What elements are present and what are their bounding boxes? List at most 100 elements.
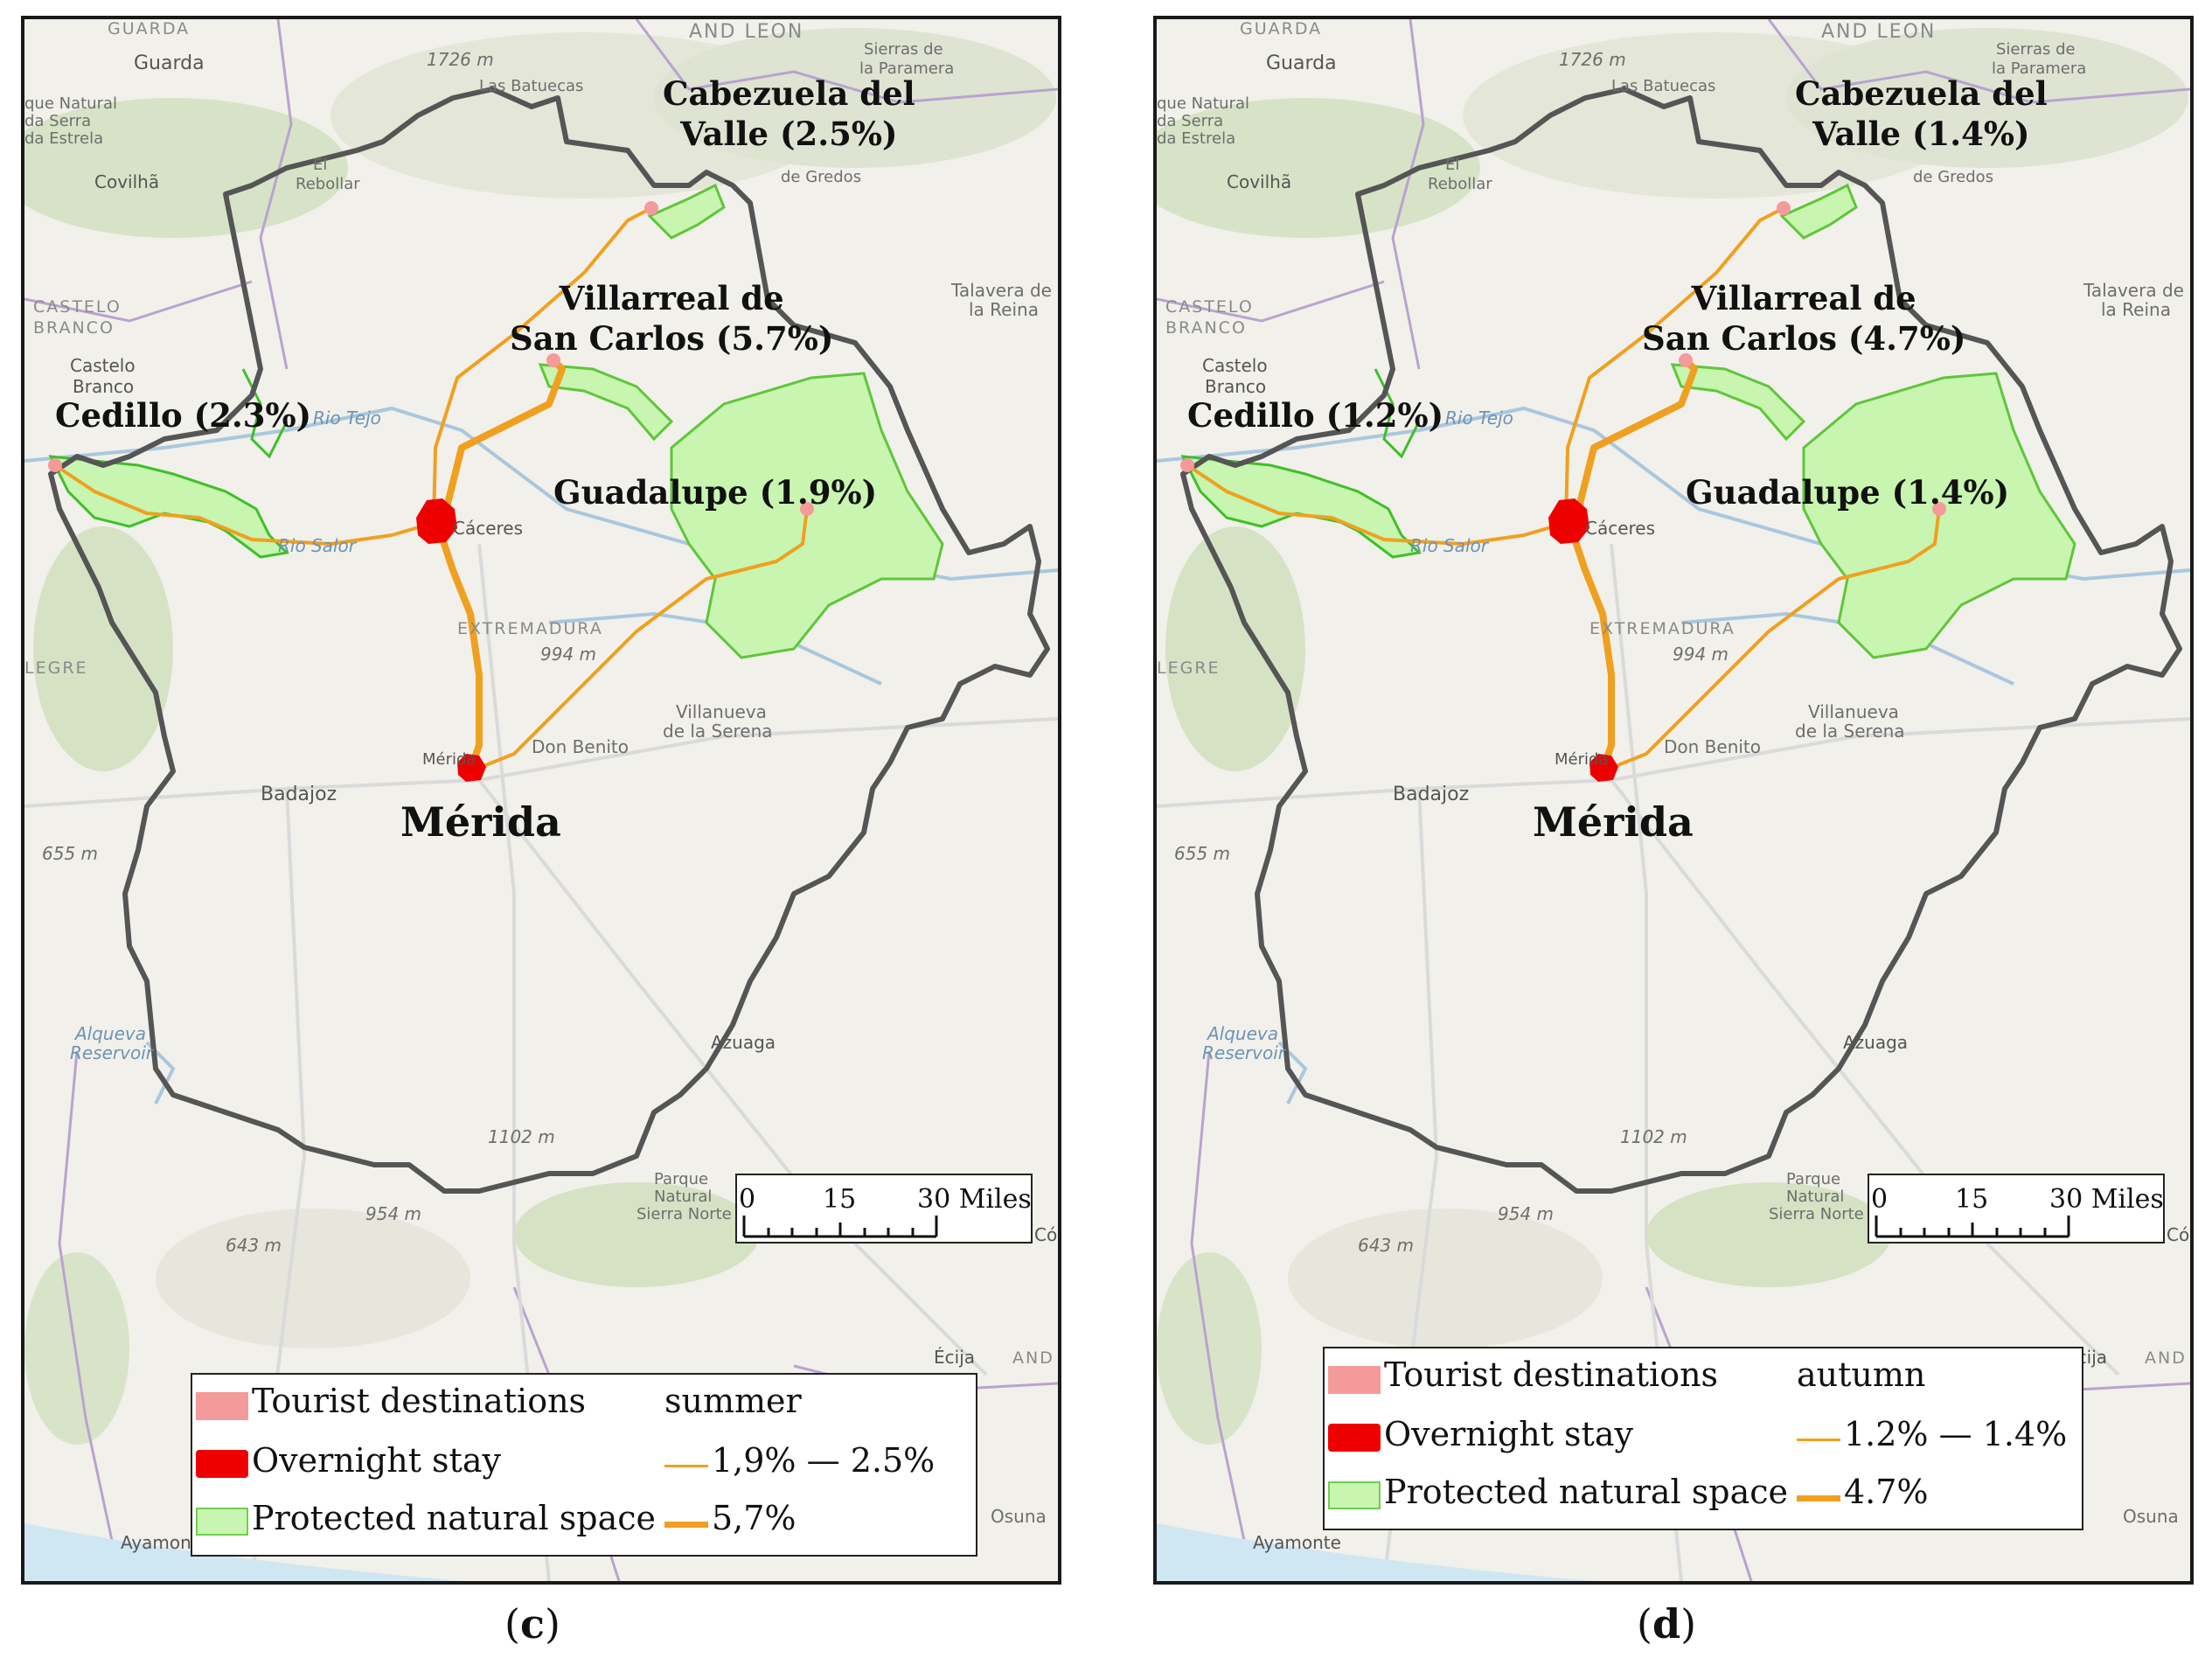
legend-thin-line: [1797, 1439, 1840, 1441]
tourist-point-guadalupe: [1932, 502, 1946, 516]
label-alqueva: Alqueva: [1207, 1023, 1279, 1044]
label-las-batuecas: Las Batuecas: [1611, 77, 1716, 95]
terrain-shading: [24, 28, 1056, 1445]
label-legre: LEGRE: [24, 658, 88, 678]
label-el: El: [1445, 156, 1460, 174]
legend-swatch-tourist: [196, 1392, 248, 1420]
label-azuaga: Azuaga: [1843, 1032, 1909, 1053]
label-castelo: Castelo: [1202, 355, 1268, 376]
legend-label-tourist: Tourist destinations: [1384, 1355, 1719, 1394]
label-villarreal: Villarreal de San Carlos (4.7%): [1642, 279, 1966, 359]
scale-tick-15: 15: [823, 1184, 857, 1215]
label-natural: Natural: [1786, 1188, 1845, 1206]
label-castelo: Castelo: [70, 355, 136, 376]
caption-c: (c): [504, 1600, 560, 1648]
label-legre: LEGRE: [1157, 658, 1221, 678]
route-caceres-cabezuela: [432, 206, 653, 525]
label-sierras-de: Sierras de: [1996, 40, 2076, 59]
label-extremadura: EXTREMADURA: [1589, 619, 1736, 638]
route-caceres-merida-thick: [1569, 527, 1615, 775]
label-guadalupe: Guadalupe (1.4%): [1686, 473, 2010, 512]
legend-label-overnight: Overnight stay: [252, 1441, 501, 1480]
label-elev-994: 994 m: [540, 644, 597, 665]
map-panel-d: GUARDA AND LEON Guarda 1726 m Las Batuec…: [1153, 16, 2194, 1585]
label-merida-small: Mérida: [1555, 750, 1609, 769]
scale-tick-15: 15: [1955, 1184, 1989, 1215]
label-la-reina: la Reina: [2101, 299, 2171, 320]
legend-label-tourist: Tourist destinations: [252, 1382, 587, 1420]
routes: [53, 206, 809, 775]
label-elev-1102: 1102 m: [488, 1126, 555, 1147]
label-sierras-de: Sierras de: [864, 40, 943, 59]
label-elev-954: 954 m: [1498, 1203, 1555, 1224]
scale-bar: 0 15 30 Miles: [735, 1174, 1033, 1244]
protected-area-tajo-internacional: [48, 455, 290, 559]
label-guarda-region: GUARDA: [1240, 19, 1323, 38]
label-talavera-de: Talavera de: [951, 280, 1052, 301]
label-talavera-de: Talavera de: [2083, 280, 2184, 301]
route-merida-guadalupe: [469, 507, 809, 773]
label-cabezuela: Cabezuela del Valle (2.5%): [663, 74, 915, 154]
label-villarreal: Villarreal de San Carlos (5.7%): [510, 279, 834, 359]
label-osuna: Osuna: [2123, 1506, 2179, 1527]
protected-area-monfrague: [1670, 363, 1806, 442]
label-merida: Mérida: [1533, 798, 1694, 846]
legend-thin-line: [664, 1465, 708, 1467]
label-gredos: de Gredos: [1913, 168, 1994, 186]
route-caceres-villarreal-thick: [439, 357, 566, 528]
label-rio-tejo: Rio Tejo: [313, 408, 381, 428]
label-merida-small: Mérida: [422, 750, 476, 769]
label-co: Có: [1034, 1224, 1058, 1245]
label-caceres: Cáceres: [1585, 518, 1656, 539]
protected-area-tajo-internacional: [1180, 455, 1422, 559]
label-covilha: Covilhã: [94, 171, 160, 192]
extremadura-border: [1180, 87, 2182, 1194]
label-ayamonte: Ayamonte: [121, 1532, 209, 1553]
label-osuna: Osuna: [991, 1506, 1047, 1527]
label-rio-salor: Rio Salor: [278, 535, 357, 556]
legend-swatch-overnight: [1328, 1424, 1381, 1452]
label-villanueva: Villanueva: [1808, 701, 1899, 722]
label-guadalupe: Guadalupe (1.9%): [553, 473, 878, 512]
route-caceres-cedillo: [1186, 463, 1568, 546]
label-cedillo: Cedillo (1.2%): [1187, 396, 1444, 435]
label-parque-natural-serra: que Natural: [24, 94, 118, 113]
label-guarda: Guarda: [1266, 52, 1337, 74]
overnight-caceres: [416, 498, 457, 544]
scale-tick-30: 30 Miles: [917, 1184, 1032, 1215]
legend-swatch-protected: [196, 1508, 248, 1536]
label-la-paramera: la Paramera: [859, 59, 955, 78]
label-branco-caps: BRANCO: [1165, 318, 1247, 338]
label-cabezuela: Cabezuela del Valle (1.4%): [1795, 74, 2048, 154]
basemap: [1157, 19, 2190, 1581]
label-elev-994: 994 m: [1673, 644, 1729, 665]
sea-edge: [1157, 1523, 1594, 1581]
label-da-serra: da Serra: [24, 112, 92, 130]
label-rebollar: Rebollar: [1428, 175, 1492, 193]
label-el: El: [313, 156, 328, 174]
label-guarda-region: GUARDA: [108, 19, 191, 38]
label-elev-954: 954 m: [365, 1203, 422, 1224]
label-branco: Branco: [1205, 376, 1267, 397]
tourist-point-cedillo: [48, 458, 62, 472]
legend-season: summer: [664, 1382, 802, 1420]
map-panel-c: GUARDA AND LEON Guarda 1726 m Las Batuec…: [21, 16, 1061, 1585]
legend-thick-line: [1797, 1495, 1840, 1501]
terrain-shading: [1157, 28, 2188, 1445]
label-azuaga: Azuaga: [711, 1032, 776, 1053]
legend-thick-line: [664, 1522, 708, 1528]
label-reservoir: Reservoir: [70, 1042, 153, 1063]
tourist-point-cedillo: [1180, 458, 1194, 472]
label-extremadura: EXTREMADURA: [457, 619, 603, 638]
overnight-merida: [457, 754, 486, 782]
legend-season: autumn: [1797, 1355, 1926, 1394]
label-guarda: Guarda: [134, 52, 205, 74]
routes: [1186, 206, 1941, 775]
route-caceres-cabezuela: [1564, 206, 1785, 525]
label-badajoz: Badajoz: [1393, 784, 1470, 805]
label-reservoir: Reservoir: [1202, 1042, 1285, 1063]
label-villanueva: Villanueva: [676, 701, 767, 722]
label-parque: Parque: [654, 1170, 709, 1188]
legend-label-protected: Protected natural space: [252, 1499, 656, 1537]
label-co: Có: [2167, 1224, 2190, 1245]
